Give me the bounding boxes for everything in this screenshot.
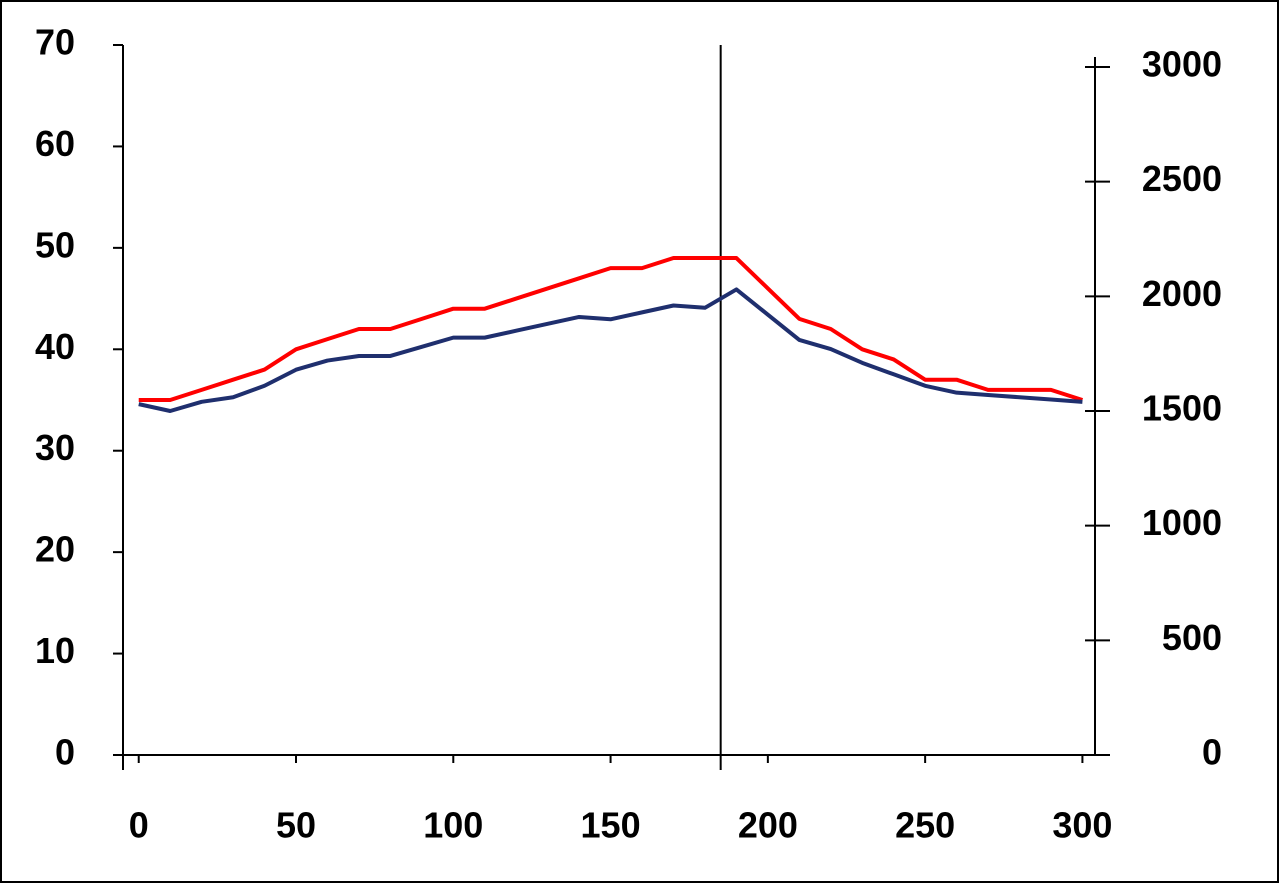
y-tick-label: 30	[35, 427, 75, 468]
y2-tick-label: 500	[1162, 617, 1222, 658]
series-line	[138, 287, 1083, 413]
x-tick-label: 100	[423, 805, 483, 846]
y2-tick-label: 1500	[1142, 388, 1222, 429]
y2-tick-label: 0	[1202, 732, 1222, 773]
y2-tick-label: 2000	[1142, 273, 1222, 314]
y-tick-label: 60	[35, 123, 75, 164]
x-tick-label: 200	[738, 805, 798, 846]
y2-tick-label: 2500	[1142, 158, 1222, 199]
series-line	[138, 256, 1084, 402]
x-tick-label: 50	[276, 805, 316, 846]
y-tick-label: 0	[55, 732, 75, 773]
y2-tick-label: 1000	[1142, 502, 1222, 543]
x-tick-label: 300	[1052, 805, 1112, 846]
x-tick-label: 0	[129, 805, 149, 846]
y-tick-label: 50	[35, 224, 75, 265]
y-tick-label: 10	[35, 630, 75, 671]
y-tick-label: 70	[35, 22, 75, 63]
x-tick-label: 150	[581, 805, 641, 846]
y-tick-label: 40	[35, 326, 75, 367]
y-tick-label: 20	[35, 529, 75, 570]
y2-tick-label: 3000	[1142, 44, 1222, 85]
x-tick-label: 250	[895, 805, 955, 846]
